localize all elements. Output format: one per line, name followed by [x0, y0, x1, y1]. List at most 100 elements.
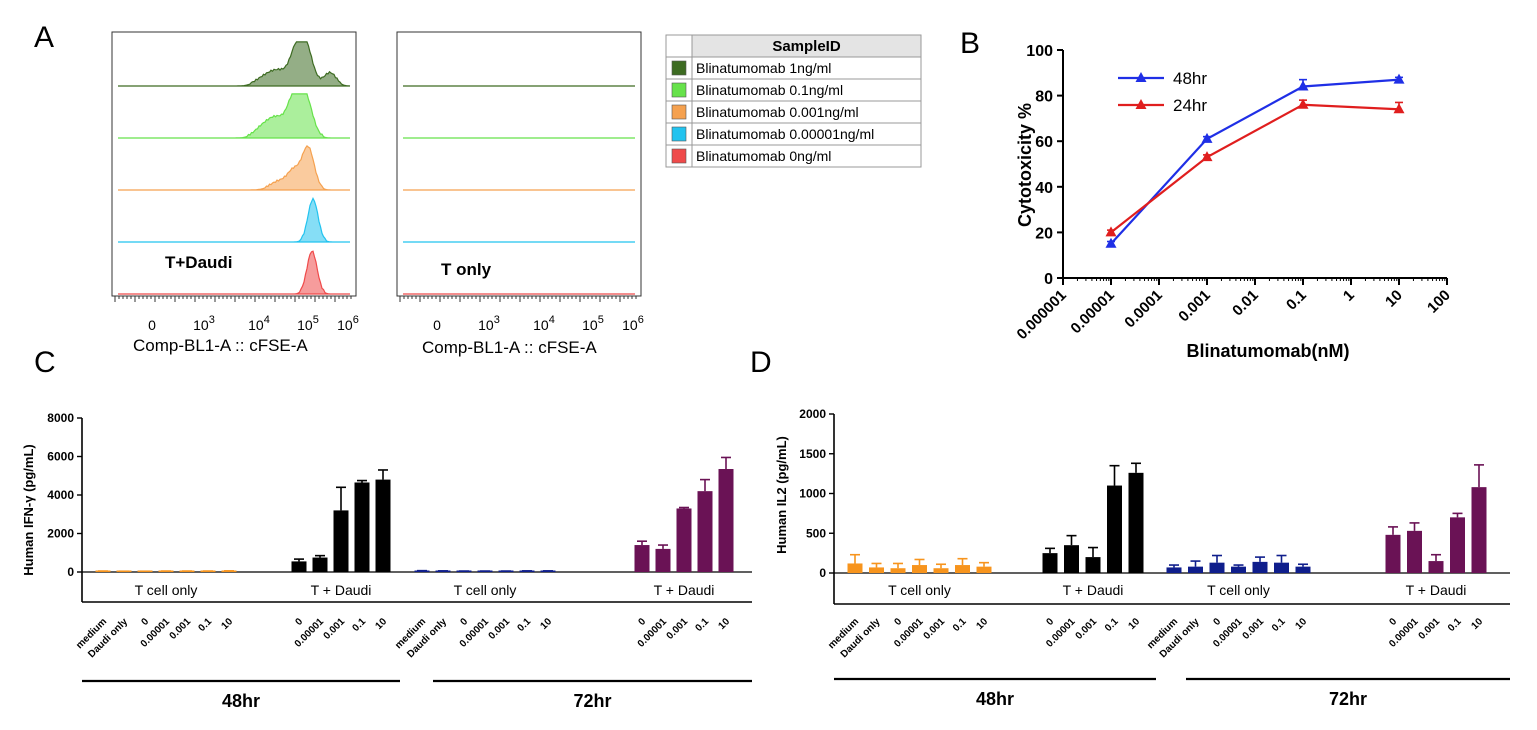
x-tick-label: 105	[582, 314, 604, 333]
x-tick-label: 0.0001	[1121, 287, 1165, 331]
category-label: 10	[1469, 616, 1485, 632]
x-tick-label: 0.001	[1175, 287, 1214, 326]
y-axis-title: Human IFN-γ (pg/mL)	[21, 444, 36, 575]
y-tick-label: 100	[1026, 43, 1053, 60]
y-tick-label: 0	[1044, 271, 1053, 288]
y-tick-label: 6000	[47, 450, 74, 464]
series-line-48hr	[1110, 78, 1400, 245]
bar-0-001	[933, 568, 949, 573]
category-label: 0.001	[322, 616, 348, 642]
cytotoxicity-line-chart: Cytotoxicity % Blinatumomab(nM) 0 20 40 60 8…	[1014, 43, 1454, 361]
x-tick-label: 103	[193, 314, 215, 333]
histogram-t-only: T only Comp-BL1-A :: cFSE-A 0 103 104 105 10…	[396, 31, 644, 357]
bar-10	[718, 469, 734, 572]
category-label: 0.1	[694, 616, 712, 634]
legend-swatch-blinatumomab-1ng-ml	[671, 60, 687, 76]
legend-label-24hr: 24hr	[1173, 96, 1207, 115]
legend-swatch-blinatumomab-0ng-ml	[671, 148, 687, 164]
y-tick-label: 1000	[799, 487, 826, 501]
bar-0	[291, 561, 307, 572]
histogram-blinatumomab-0-1ng-ml	[118, 93, 350, 139]
x-tick-label: 103	[478, 314, 500, 333]
bar-10	[1471, 487, 1487, 573]
bar-daudi-only	[869, 567, 884, 573]
category-label: 0	[458, 616, 470, 628]
bar-0	[1209, 562, 1225, 573]
x-tick-label: 0.1	[1283, 287, 1310, 314]
category-label: 0.001	[487, 616, 513, 642]
time-label-72hr: 72hr	[573, 691, 611, 711]
bar-10	[976, 566, 992, 573]
y-tick-label: 2000	[799, 407, 826, 421]
bar-0-001	[1428, 561, 1444, 573]
group-label-t-cell-only: T cell only	[135, 582, 198, 598]
bar-0-00001	[655, 548, 671, 572]
x-tick-label: 106	[622, 314, 644, 333]
histogram-frame	[396, 31, 642, 297]
legend-label-blinatumomab-1ng-ml: Blinatumomab 1ng/ml	[696, 60, 831, 76]
y-tick-label: 80	[1035, 89, 1053, 106]
x-tick-label: 100	[1424, 287, 1454, 317]
x-tick-label: 1	[1340, 287, 1358, 305]
x-tick-label: 106	[337, 314, 359, 333]
legend-label-blinatumomab-0-1ng-ml: Blinatumomab 0.1ng/ml	[696, 82, 843, 98]
sample-id-legend: SampleID Blinatumomab 1ng/ml Blinatumomab …	[665, 34, 922, 168]
bar-0-00001	[912, 565, 927, 573]
category-label: 10	[219, 616, 235, 632]
category-label: 0.1	[1446, 616, 1464, 634]
bar-0-001	[1252, 561, 1268, 573]
y-tick-label: 2000	[47, 527, 74, 541]
x-tick-label: 0	[433, 317, 441, 333]
histogram-frame	[111, 31, 357, 297]
category-label: 0	[1211, 616, 1223, 628]
category-label: 0.1	[1270, 616, 1288, 634]
category-label: 0	[1044, 616, 1056, 628]
histogram-x-label: Comp-BL1-A :: cFSE-A	[422, 338, 597, 357]
category-label: 0	[892, 616, 904, 628]
bar-0-1	[1274, 562, 1289, 573]
il2-bar-chart: Human IL2 (pg/mL) 0500100015002000medium…	[774, 407, 1510, 709]
data-point-48hr	[1201, 132, 1213, 143]
bar-10	[1128, 472, 1144, 573]
bar-10	[1295, 566, 1311, 573]
group-label-t-daudi: T + Daudi	[311, 582, 372, 598]
legend-label-blinatumomab-0ng-ml: Blinatumomab 0ng/ml	[696, 148, 831, 164]
legend-label-48hr: 48hr	[1173, 69, 1207, 88]
category-label: 10	[1293, 616, 1309, 632]
bar-0-00001	[312, 557, 328, 572]
bar-0-00001	[1407, 530, 1422, 573]
category-label: 10	[373, 616, 389, 632]
category-label: 0	[139, 616, 151, 628]
group-label-t-cell-only: T cell only	[454, 582, 517, 598]
bar-0-001	[333, 510, 349, 572]
bar-medium	[1166, 567, 1182, 573]
legend-swatch-blinatumomab-0-1ng-ml	[671, 82, 687, 98]
legend-swatch-blinatumomab-0-00001ng-ml	[671, 126, 687, 142]
bar-0-1	[955, 565, 970, 573]
x-tick-label: 104	[248, 314, 270, 333]
bar-medium	[847, 563, 863, 573]
x-tick-label: 0.00001	[1067, 287, 1117, 337]
bar-0-001	[676, 508, 692, 572]
bar-0	[890, 568, 906, 573]
legend-swatch-blinatumomab-0-001ng-ml	[671, 104, 687, 120]
category-label: 0.001	[168, 616, 194, 642]
y-axis-title: Human IL2 (pg/mL)	[774, 436, 789, 554]
legend-label-blinatumomab-0-00001ng-ml: Blinatumomab 0.00001ng/ml	[696, 126, 874, 142]
legend-header-corner	[665, 34, 693, 58]
histogram-blinatumomab-0ng-ml	[118, 250, 350, 295]
histogram-blinatumomab-0-00001ng-ml	[118, 196, 350, 243]
legend-marker-48hr	[1135, 72, 1147, 82]
category-label: 10	[716, 616, 732, 632]
data-point-48hr	[1393, 73, 1405, 84]
y-tick-label: 60	[1035, 134, 1053, 151]
bar-daudi-only	[1188, 566, 1203, 573]
bar-0-001	[1085, 557, 1101, 573]
bar-0-1	[1107, 485, 1122, 573]
bar-10	[375, 479, 391, 572]
series-line-24hr	[1110, 103, 1400, 234]
x-axis-title: Blinatumomab(nM)	[1187, 341, 1350, 361]
y-tick-label: 0	[67, 565, 74, 579]
group-label-t-cell-only: T cell only	[1207, 582, 1270, 598]
category-label: 0.1	[951, 616, 969, 634]
